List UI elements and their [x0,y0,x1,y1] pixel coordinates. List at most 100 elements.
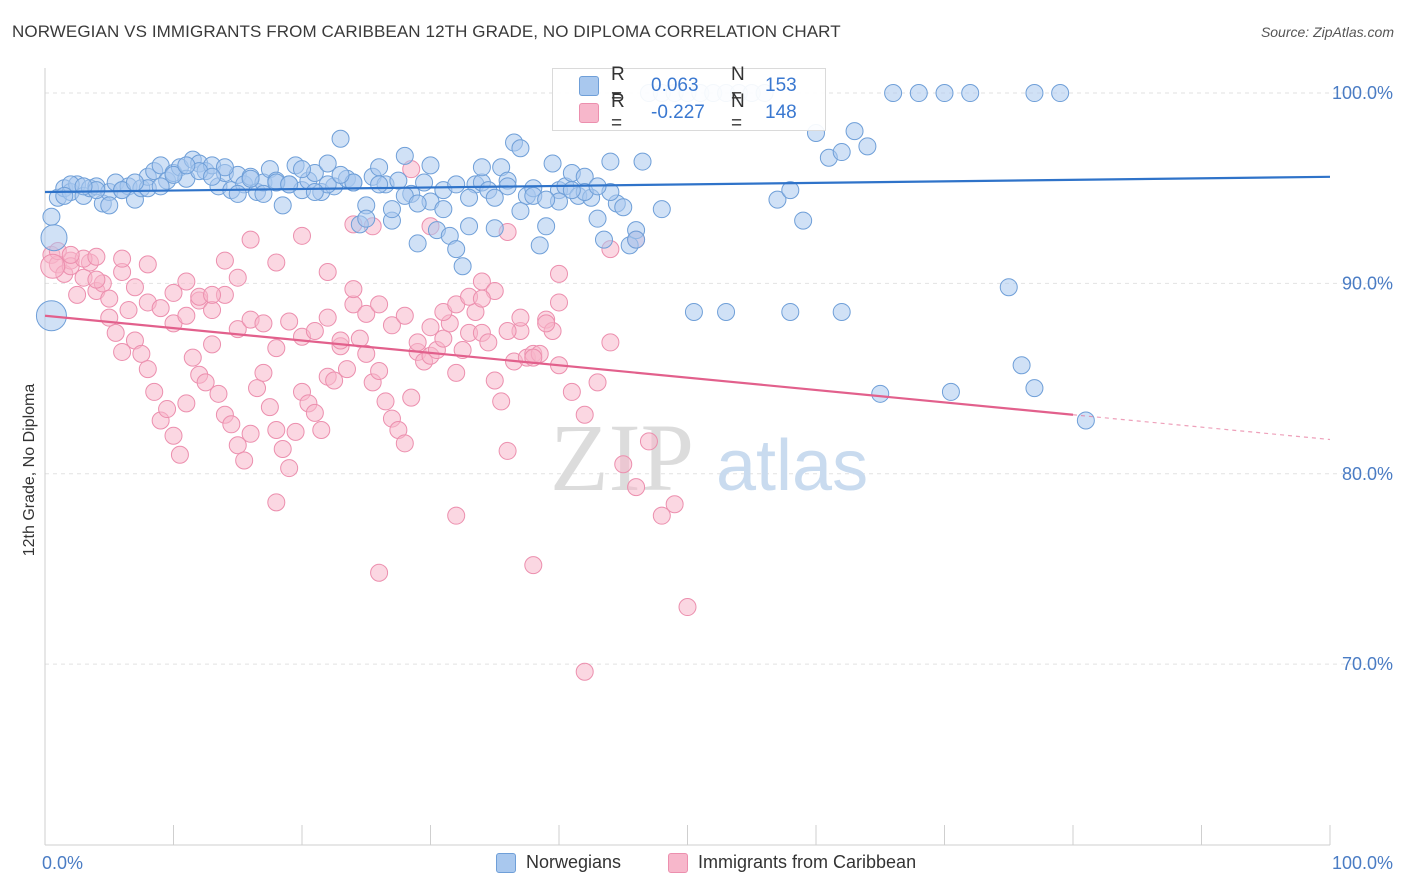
y-tick-label: 100.0% [1332,83,1393,103]
caribbean-point [119,301,138,320]
caribbean-point [267,493,286,512]
norwegians-point [421,156,440,175]
caribbean-point [382,316,401,335]
norwegians-point [331,165,350,184]
caribbean-point [498,441,517,460]
norwegians-point [530,236,549,255]
caribbean-point [241,230,260,249]
caribbean-point [678,598,697,617]
norwegians-point [601,152,620,171]
caribbean-point [575,662,594,681]
caribbean-point [472,289,491,308]
norwegians-point [408,194,427,213]
norwegians-point [241,169,260,188]
caribbean-point [498,322,517,340]
axis-layer [44,68,1331,846]
norwegians-point [447,175,466,194]
n-value: 153 [765,75,797,96]
caribbean-point [434,329,453,348]
caribbean-point [562,382,581,401]
norwegians-point [832,302,851,321]
legend-item-caribbean[interactable]: Immigrants from Caribbean [668,852,916,873]
legend-swatch-blue [579,76,599,96]
norwegians-point [935,84,954,103]
caribbean-point [395,434,414,453]
caribbean-point [280,459,299,478]
norwegians-point [40,224,68,252]
caribbean-point [164,426,183,445]
norwegians-point [999,278,1018,297]
caribbean-point [305,403,324,422]
norwegians-point [125,173,144,192]
norwegians-point [293,160,311,179]
caribbean-point [138,255,157,274]
norwegians-point [395,146,414,165]
caribbean-point [447,363,466,382]
caribbean-point [61,245,80,264]
caribbean-point [228,436,247,455]
r-value: -0.227 [651,102,705,123]
norwegians-point [627,230,646,249]
caribbean-point [125,278,144,297]
n-value: 148 [765,102,797,123]
caribbean-point [447,506,466,525]
norwegians-point [961,84,980,103]
trend-lines [44,175,1331,441]
caribbean-point [286,422,305,441]
norwegians-point [543,154,562,173]
norwegians-point [305,183,324,202]
caribbean-point [370,295,389,314]
norwegians-point [100,196,119,215]
source-label: Source: ZipAtlas.com [1260,24,1394,40]
caribbean-point [325,371,344,390]
norwegians-point [1025,84,1044,103]
norwegians-point [370,175,389,194]
caribbean-point [485,371,504,390]
norwegians-point [55,186,74,205]
caribbean-point [550,264,568,283]
caribbean-point [537,314,556,333]
legend-swatch-pink [668,852,688,873]
norwegians-point [280,175,299,194]
norwegians-point [652,200,671,219]
norwegians-point [177,156,196,175]
caribbean-point [254,363,273,382]
caribbean-point [665,495,684,514]
norwegians-point [228,184,247,203]
caribbean-point [337,360,356,379]
caribbean-trend-extension [1072,414,1331,441]
caribbean-point [652,506,671,525]
y-tick-label: 90.0% [1342,273,1393,293]
caribbean-point [158,400,177,419]
caribbean-point [68,285,87,304]
caribbean-point [318,308,337,327]
norwegians-point [909,84,928,103]
caribbean-point [87,270,106,289]
n-label: N = [731,91,745,134]
caribbean-point [145,382,164,401]
norwegians-point [273,196,292,215]
caribbean-point [511,308,530,327]
caribbean-point [376,392,395,411]
caribbean-point [588,373,607,392]
caribbean-point [479,333,498,352]
caribbean-point [293,226,311,245]
y-tick-label: 80.0% [1342,464,1393,484]
caribbean-point [151,299,170,318]
norwegians-point [460,188,479,207]
caribbean-point [100,289,119,308]
caribbean-point [331,331,350,350]
correlation-legend: R = 0.063 N = 153 R = -0.227 N = 148 [552,64,826,134]
legend-swatch-pink [579,103,599,123]
norwegians-point [511,202,530,221]
caribbean-point [209,384,228,403]
norwegians-point [434,200,453,219]
norwegians-point [1051,84,1070,103]
caribbean-point [248,379,267,398]
caribbean-point [357,304,376,323]
norwegians-point [537,217,556,236]
legend-item-norwegians[interactable]: Norwegians [496,852,621,873]
caribbean-point [312,420,331,439]
norwegians-point [203,167,222,186]
